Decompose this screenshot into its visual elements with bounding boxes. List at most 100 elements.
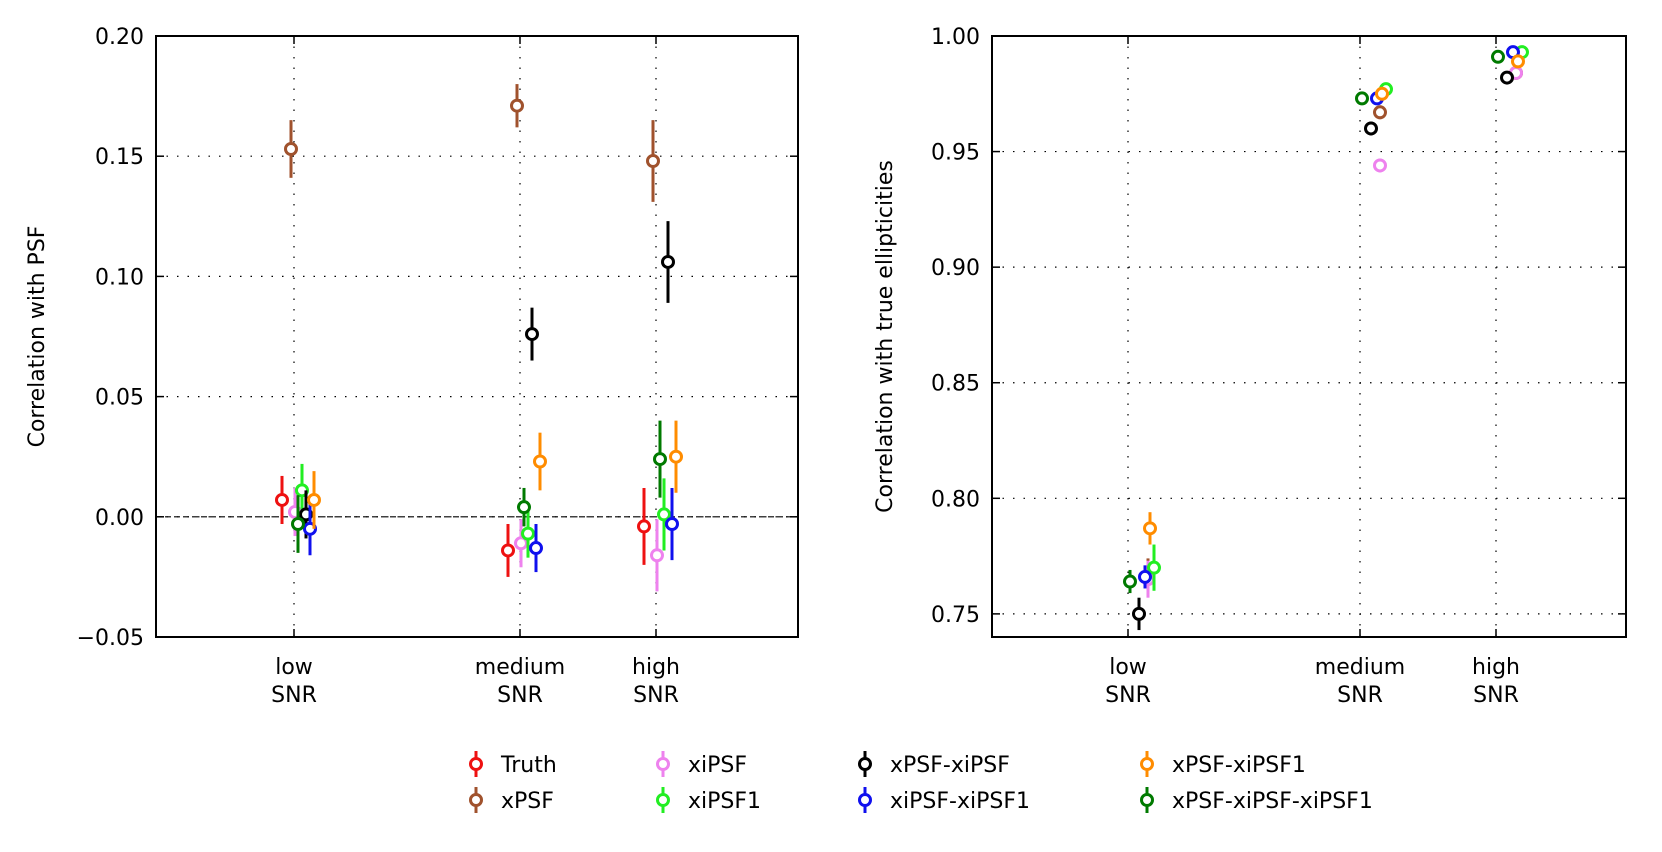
data-point <box>1147 560 1161 575</box>
data-point <box>307 492 321 507</box>
data-point <box>1123 574 1137 589</box>
series-xipsf-xipsf1 <box>1138 45 1520 589</box>
legend-item: xPSF <box>469 787 554 814</box>
data-point <box>1132 606 1146 621</box>
data-point <box>291 517 305 532</box>
x-tick-label-line: high <box>1472 655 1520 680</box>
legend-label: xPSF-xiPSF1 <box>1172 753 1306 778</box>
data-point <box>1143 521 1157 536</box>
legend-label: Truth <box>500 753 557 778</box>
y-tick-label: 0.15 <box>95 145 144 170</box>
legend-marker <box>858 757 872 771</box>
y-tick-label: 0.75 <box>931 603 980 628</box>
x-tick-label-line: low <box>1109 655 1147 680</box>
y-tick-label: 1.00 <box>931 25 980 50</box>
data-point <box>1355 91 1369 106</box>
data-point <box>1373 158 1387 173</box>
legend-item: xPSF-xiPSF1 <box>1140 751 1306 778</box>
data-point <box>284 141 298 156</box>
legend-item: xPSF-xiPSF-xiPSF1 <box>1140 787 1373 814</box>
series-xpsf-xipsf1 <box>1143 54 1525 545</box>
x-tick-label-line: medium <box>475 655 565 680</box>
x-tick-label: high SNR <box>632 655 680 708</box>
data-point <box>525 327 539 342</box>
legend-label: xPSF-xiPSF <box>890 753 1010 778</box>
data-point <box>275 492 289 507</box>
x-tick-label-line: SNR <box>1337 683 1383 708</box>
data-point <box>665 517 679 532</box>
plot-frame <box>991 35 1627 638</box>
data-point <box>1491 49 1505 64</box>
data-point <box>533 454 547 469</box>
x-tick-label-line: medium <box>1315 655 1405 680</box>
plot-frame <box>155 35 799 638</box>
series-xipsf1 <box>1147 45 1529 591</box>
legend-item: xiPSF-xiPSF1 <box>858 787 1030 814</box>
legend: Truth xPSF xiPSF xiPSF1 xPSF-xiPSF xiPSF-xiPS… <box>469 751 1373 814</box>
x-tick-label: low SNR <box>1105 655 1151 708</box>
series-xpsf-xipsf1 <box>307 420 683 529</box>
y-tick-label: 0.00 <box>95 506 144 531</box>
legend-label: xiPSF1 <box>688 789 761 814</box>
data-point <box>1375 86 1389 101</box>
series-xpsf-xipsf <box>299 221 675 539</box>
y-tick-label: 0.20 <box>95 25 144 50</box>
series-xipsf1 <box>295 463 671 558</box>
data-point <box>529 541 543 556</box>
series-xpsf <box>1141 65 1523 596</box>
y-tick-label: 0.80 <box>931 487 980 512</box>
legend-label: xiPSF <box>688 753 747 778</box>
data-point <box>510 98 524 113</box>
series-xpsf <box>284 84 660 202</box>
data-point <box>650 548 664 563</box>
data-point <box>521 526 535 541</box>
legend-item: xiPSF <box>656 751 747 778</box>
x-tick-label-line: SNR <box>1105 683 1151 708</box>
legend-marker <box>1140 757 1154 771</box>
data-point <box>1138 569 1152 584</box>
y-tick-label: 0.95 <box>931 141 980 166</box>
legend-marker <box>656 757 670 771</box>
legend-marker <box>656 793 670 807</box>
legend-marker <box>1140 793 1154 807</box>
x-tick-label-line: SNR <box>633 683 679 708</box>
x-tick-label: medium SNR <box>475 655 565 708</box>
data-point <box>669 449 683 464</box>
data-point <box>1511 54 1525 69</box>
data-point <box>637 519 651 534</box>
x-tick-label-line: SNR <box>271 683 317 708</box>
x-tick-label-line: high <box>632 655 680 680</box>
series-xipsf <box>288 487 664 592</box>
legend-marker <box>469 793 483 807</box>
data-point <box>1364 121 1378 136</box>
series-xpsf-xipsf-xipsf1 <box>291 420 667 553</box>
y-axis-label: Correlation with true ellipticities <box>873 160 898 513</box>
y-tick-label: 0.90 <box>931 256 980 281</box>
series-xipsf <box>1141 65 1523 598</box>
data-point <box>1373 105 1387 120</box>
x-tick-label: high SNR <box>1472 655 1520 708</box>
legend-item: xPSF-xiPSF <box>858 751 1010 778</box>
series-xpsf-xipsf-xipsf1 <box>1123 49 1505 594</box>
data-point <box>661 254 675 269</box>
data-point <box>657 507 671 522</box>
legend-label: xiPSF-xiPSF1 <box>890 789 1030 814</box>
y-axis-label: Correlation with PSF <box>25 226 50 448</box>
panel-right: 0.75 0.80 0.85 0.90 0.95 1.00 low SNR medium SNR h… <box>873 25 1627 708</box>
data-point <box>653 452 667 467</box>
legend-marker <box>858 793 872 807</box>
series-xpsf-xipsf <box>1132 70 1514 631</box>
legend-marker <box>469 757 483 771</box>
data-point <box>1500 70 1514 85</box>
x-tick-label: low SNR <box>271 655 317 708</box>
legend-item: xiPSF1 <box>656 787 761 814</box>
x-tick-label: medium SNR <box>1315 655 1405 708</box>
y-tick-label: −0.05 <box>77 626 144 651</box>
y-tick-label: 0.05 <box>95 386 144 411</box>
y-tick-label: 0.85 <box>931 372 980 397</box>
x-tick-label-line: SNR <box>497 683 543 708</box>
legend-label: xPSF <box>501 789 554 814</box>
data-point <box>517 500 531 515</box>
